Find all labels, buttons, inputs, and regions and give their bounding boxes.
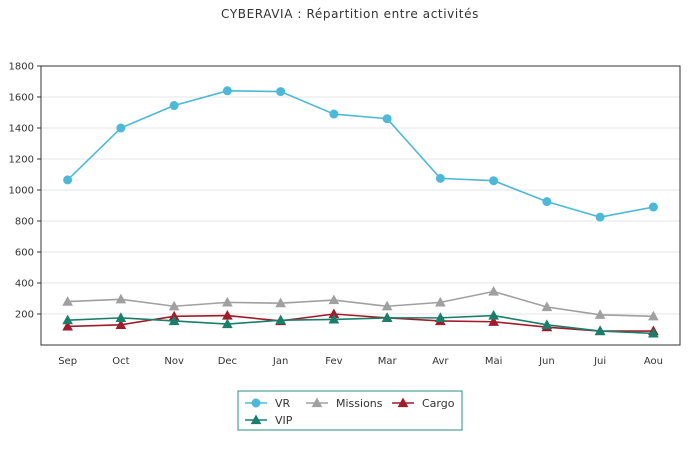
y-tick-label: 1600 [9,93,34,104]
y-tick-label: 200 [15,310,34,321]
data-point-vip [648,327,659,338]
data-point-vip [62,314,73,325]
legend-item-cargo: Cargo [392,397,455,410]
y-tick-label: 400 [15,279,34,290]
data-point-missions [435,296,446,307]
y-tick-label: 800 [15,217,34,228]
data-point-cargo [62,320,73,331]
data-point-missions [275,297,286,308]
x-tick-label: Mai [485,356,503,367]
data-point-vr [489,176,499,186]
data-point-vr [648,202,658,212]
data-point-vip [328,313,340,324]
legend-marker-cargo [397,397,409,408]
data-point-missions [594,309,606,319]
data-point-vr [63,175,73,185]
legend-marker-vr [251,398,261,408]
legend-label-vr: VR [275,397,291,410]
data-point-vip [222,318,233,329]
series-lines [62,86,659,338]
data-point-missions [541,301,553,312]
x-tick-label: Oct [112,356,129,367]
series-line-cargo [67,313,654,332]
data-point-vr [116,123,126,133]
data-point-cargo [488,316,499,326]
legend-item-missions: Missions [306,397,383,410]
y-tick-label: 1800 [9,62,34,73]
series-vip [62,310,659,338]
data-point-vr [595,212,605,222]
x-tick-label: Avr [432,356,449,367]
data-point-missions [62,296,73,306]
data-point-missions [488,285,499,296]
data-point-vip [435,312,446,322]
y-tick-label: 600 [15,248,34,259]
x-tick-label: Jan [272,356,288,367]
series-missions [62,285,659,321]
data-point-vip [168,315,180,326]
x-tick-label: Nov [164,356,184,367]
data-point-vr [435,173,445,183]
chart-title: CYBERAVIA : Répartition entre activités [221,7,479,21]
data-point-vr [382,114,392,124]
data-point-missions [381,300,393,311]
plot-frame [40,65,681,346]
legend-label-cargo: Cargo [422,397,455,410]
data-point-vr [542,197,552,207]
x-tick-label: Aou [644,356,663,367]
x-tick-label: Mar [378,356,398,367]
data-point-missions [222,296,233,307]
data-point-vr [329,109,339,119]
data-point-missions [648,310,659,321]
data-point-vr [169,101,179,111]
grid-lines [41,65,680,315]
data-point-cargo [115,319,127,329]
y-tick-label: 1400 [9,124,34,135]
series-line-vr [67,89,654,218]
series-vr [63,86,658,222]
data-point-vip [275,314,286,325]
data-point-vip [541,319,553,329]
data-point-missions [115,293,127,304]
legend-marker-missions [311,397,323,408]
series-line-missions [67,290,654,318]
data-point-vip [488,310,499,320]
data-point-missions [168,300,180,311]
data-point-vip [594,325,606,336]
legend-box [237,390,463,431]
legend-item-vip: VIP [245,414,293,427]
x-tick-label: Jun [538,356,555,367]
data-point-vr [222,86,232,96]
legend-label-missions: Missions [336,397,383,410]
axes: 200 400 600 800 1000 1200 1400 1600 1800 Sep Oct No… [9,62,681,367]
data-point-vip [115,312,127,322]
x-tick-label: Sep [58,356,77,367]
data-point-vr [276,87,286,97]
x-tick-label: Dec [218,356,237,367]
series-line-vip [67,314,654,335]
y-tick-label: 1000 [9,186,34,197]
series-cargo [62,308,659,336]
y-tick-label: 1200 [9,155,34,166]
x-tick-label: Fev [325,356,342,367]
legend: VR Missions Cargo VIP [237,390,463,431]
legend-label-vip: VIP [275,414,293,427]
x-tick-label: Jui [593,356,606,367]
data-point-missions [328,294,340,305]
data-point-vip [381,312,393,322]
legend-marker-vip [250,414,262,425]
legend-item-vr: VR [245,397,291,410]
